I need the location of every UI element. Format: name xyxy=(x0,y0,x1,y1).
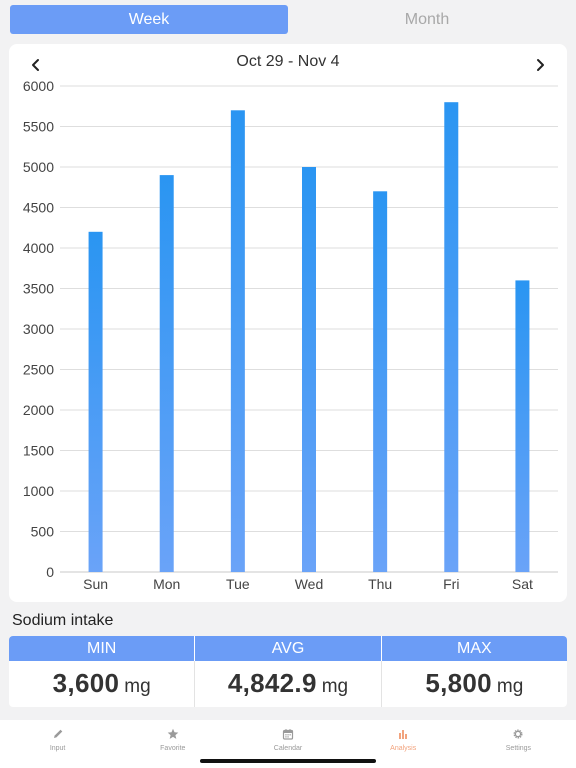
pencil-icon xyxy=(51,727,65,741)
tab-calendar[interactable]: Calendar xyxy=(230,720,345,768)
bar-mon[interactable] xyxy=(159,175,174,572)
x-tick-label: Tue xyxy=(226,576,250,592)
summary-table: MIN AVG MAX 3,600 mg 4,842.9 mg 5,800 mg xyxy=(9,636,567,707)
y-tick-label: 4500 xyxy=(23,200,54,216)
month-tab[interactable]: Month xyxy=(404,10,450,28)
chevron-left-icon xyxy=(32,59,39,71)
chart-card: 0 500 1000 1500 2000 2500 3000 3500 4000 4500 5000… xyxy=(9,44,567,602)
y-tick-label: 4000 xyxy=(23,240,54,256)
tab-favorite[interactable]: Favorite xyxy=(115,720,230,768)
min-header: MIN xyxy=(9,636,196,661)
y-tick-label: 5500 xyxy=(23,119,54,135)
summary-values: 3,600 mg 4,842.9 mg 5,800 mg xyxy=(9,661,567,707)
min-unit: mg xyxy=(124,676,151,697)
min-stat: 3,600 mg xyxy=(9,661,196,707)
avg-unit: mg xyxy=(321,676,349,697)
bar-tue[interactable] xyxy=(230,110,245,573)
y-tick-label: 2000 xyxy=(23,402,54,418)
bar-sun[interactable] xyxy=(88,231,103,573)
bar-thu[interactable] xyxy=(373,191,388,573)
home-indicator xyxy=(200,759,376,763)
y-tick-label: 2500 xyxy=(23,362,54,378)
tab-favorite-label: Favorite xyxy=(160,745,186,752)
x-tick-label: Mon xyxy=(153,576,180,592)
x-tick-label: Thu xyxy=(368,576,392,592)
x-tick-label: Sun xyxy=(83,576,108,592)
bar-wed[interactable] xyxy=(302,167,316,572)
bar-fri[interactable] xyxy=(444,102,459,572)
summary-header: MIN AVG MAX xyxy=(9,636,567,661)
y-tick-label: 0 xyxy=(46,564,54,580)
period-segmented-control: Week Month xyxy=(10,5,566,35)
tab-analysis-label: Analysis xyxy=(390,745,417,752)
y-tick-label: 3000 xyxy=(23,321,54,337)
max-value: 5,800 xyxy=(425,668,492,698)
max-header: MAX xyxy=(456,639,492,657)
avg-stat: 4,842.9 mg xyxy=(195,661,382,707)
date-range-title: Oct 29 - Nov 4 xyxy=(236,53,340,70)
max-unit: mg xyxy=(496,676,524,697)
y-tick-label: 1500 xyxy=(23,443,54,459)
week-tab[interactable]: Week xyxy=(10,5,288,34)
chevron-right-icon xyxy=(537,59,544,71)
tab-settings[interactable]: Settings xyxy=(461,720,576,768)
bar-chart-icon xyxy=(396,727,410,741)
section-title: Sodium intake xyxy=(12,612,114,629)
y-tick-label: 500 xyxy=(31,524,55,540)
min-value: 3,600 xyxy=(52,668,120,698)
y-tick-label: 6000 xyxy=(23,78,54,94)
calendar-icon xyxy=(281,727,295,741)
bar-sat[interactable] xyxy=(515,280,530,572)
y-tick-label: 5000 xyxy=(23,159,54,175)
gear-icon xyxy=(511,727,525,741)
tab-calendar-label: Calendar xyxy=(273,745,303,752)
next-week-button[interactable] xyxy=(525,50,555,80)
star-icon xyxy=(166,727,180,741)
avg-value: 4,842.9 xyxy=(227,668,317,698)
sodium-bar-chart: 0 500 1000 1500 2000 2500 3000 3500 4000 4500 5000… xyxy=(23,78,558,592)
tab-settings-label: Settings xyxy=(505,745,532,752)
max-stat: 5,800 mg xyxy=(382,661,567,707)
previous-week-button[interactable] xyxy=(21,50,51,80)
x-tick-label: Sat xyxy=(512,576,533,592)
tab-analysis[interactable]: Analysis xyxy=(346,720,461,768)
y-tick-label: 1000 xyxy=(23,483,54,499)
avg-header: AVG xyxy=(195,636,382,661)
x-tick-label: Wed xyxy=(295,576,324,592)
tab-input[interactable]: Input xyxy=(0,720,115,768)
x-tick-label: Fri xyxy=(443,576,459,592)
y-tick-label: 3500 xyxy=(23,281,54,297)
tab-input-label: Input xyxy=(49,745,66,752)
